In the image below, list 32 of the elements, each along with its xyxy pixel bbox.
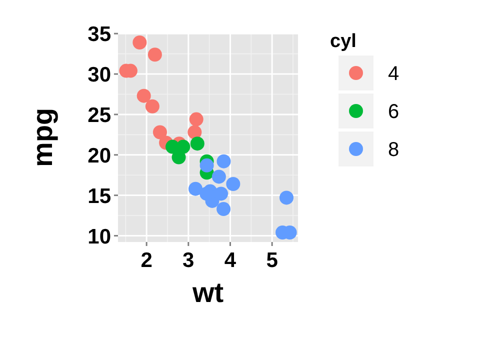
x-tick-label: 2 (140, 249, 152, 272)
x-tick-label: 5 (266, 249, 278, 272)
point (216, 202, 231, 216)
point (190, 136, 204, 151)
point (136, 88, 151, 103)
legend-label: 8 (388, 139, 400, 162)
legend-label: 6 (388, 101, 400, 124)
y-tick-label: 35 (88, 23, 112, 46)
point (148, 48, 162, 62)
point (152, 125, 167, 140)
x-axis-title: wt (191, 277, 224, 308)
point (279, 190, 294, 205)
legend-label: 4 (388, 63, 400, 86)
point (172, 150, 186, 164)
y-tick-label: 15 (88, 184, 112, 208)
y-tick-label: 25 (88, 104, 112, 128)
x-tick-label: 3 (182, 249, 194, 272)
point (132, 36, 147, 50)
point (200, 158, 214, 172)
point (188, 125, 202, 140)
x-tick-label: 4 (224, 249, 236, 272)
y-tick-label: 10 (88, 225, 111, 248)
y-tick-label: 30 (88, 64, 111, 87)
point (188, 182, 203, 196)
point (212, 170, 226, 184)
point (216, 154, 231, 168)
point (145, 99, 160, 114)
point (226, 176, 240, 191)
point (189, 112, 204, 126)
y-tick-label: 20 (88, 144, 111, 168)
y-axis-title: mpg (27, 108, 58, 168)
legend-title: cyl (330, 31, 356, 52)
